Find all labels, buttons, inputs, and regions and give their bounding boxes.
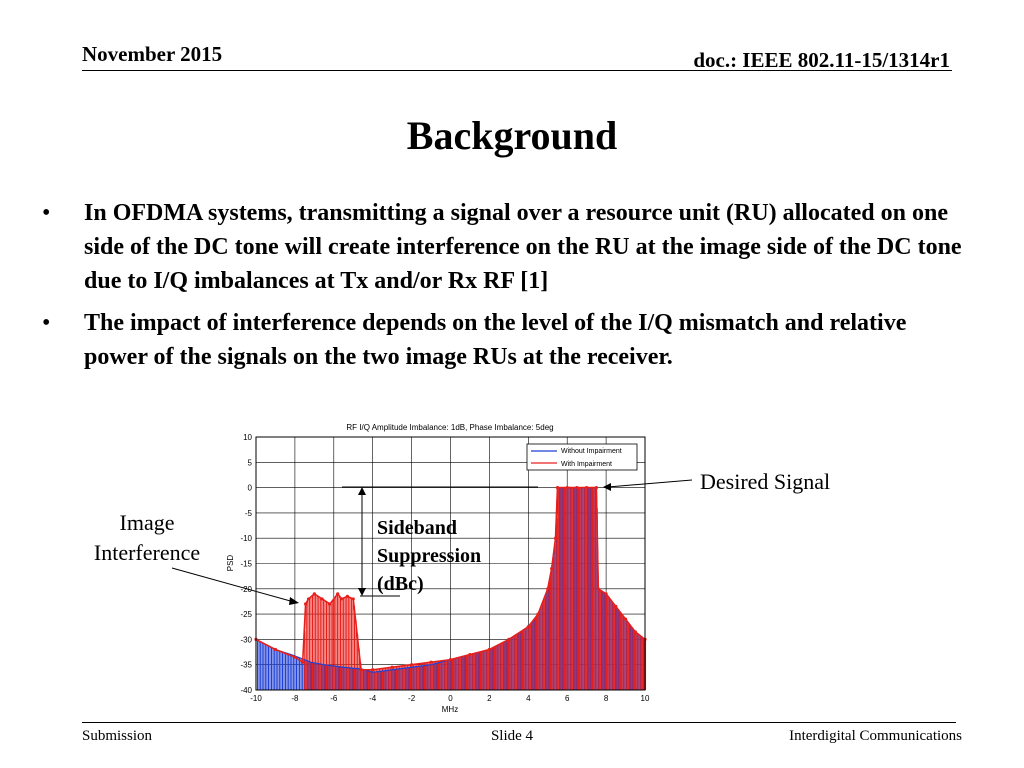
data-point-with-impairment [487, 647, 491, 652]
data-point-with-impairment [339, 597, 344, 601]
data-point-with-impairment [623, 617, 628, 621]
y-tick-label: 0 [248, 484, 253, 493]
x-tick-label: 0 [448, 694, 453, 703]
footer-company: Interdigital Communications [789, 728, 962, 744]
data-point-with-impairment [293, 655, 297, 659]
data-point-with-impairment [555, 486, 560, 490]
bullet-list: • In OFDMA systems, transmitting a signa… [40, 196, 970, 382]
data-point-with-impairment [448, 658, 453, 662]
desired-signal-pointer [607, 479, 693, 488]
data-point-with-impairment [596, 587, 600, 591]
data-point-with-impairment [320, 597, 324, 601]
plot-frame [255, 436, 646, 691]
callout-line: Image [119, 510, 175, 535]
legend-label-without-impairment: Without Impairment [561, 448, 622, 455]
bullet-dot-icon: • [42, 310, 51, 336]
y-tick-labels: 10 5 0 -5 -10 -15 -20 -25 -30 -35 -40 [240, 433, 252, 695]
y-tick-label: -15 [240, 560, 252, 569]
bullet-dot-icon: • [42, 200, 51, 226]
data-point-with-impairment [306, 597, 311, 601]
bullet-item: • In OFDMA systems, transmitting a signa… [40, 196, 970, 298]
data-point-with-impairment [303, 602, 308, 606]
arrow-head-up-icon [358, 487, 366, 495]
y-tick-label: -40 [240, 686, 252, 695]
y-tick-label: -5 [245, 509, 253, 518]
data-point-with-impairment [390, 665, 394, 669]
data-point-with-impairment [351, 597, 355, 601]
data-point-with-impairment [594, 486, 598, 490]
header-doc-id: doc.: IEEE 802.11-15/1314r1 [693, 48, 950, 72]
data-point-with-impairment [526, 625, 530, 629]
data-point-with-impairment [336, 592, 340, 596]
data-point-with-impairment [507, 637, 511, 642]
data-point-with-impairment [468, 652, 472, 657]
y-axis-label: PSD [226, 555, 235, 572]
data-point-with-impairment [633, 630, 637, 634]
data-point-with-impairment [312, 592, 316, 596]
bullet-item: • The impact of interference depends on … [40, 306, 970, 374]
y-tick-label: -30 [240, 635, 252, 644]
annotation-line: Sideband [377, 517, 458, 539]
bullet-text: The impact of interference depends on th… [84, 310, 907, 370]
series-bars-with-impairment [304, 487, 647, 690]
x-tick-label: 8 [604, 694, 609, 703]
data-point-with-impairment [536, 612, 540, 616]
y-tick-label: -35 [240, 661, 252, 670]
data-point-with-impairment [410, 663, 414, 667]
x-tick-label: 4 [526, 694, 531, 703]
y-tick-label: 10 [243, 433, 252, 442]
x-tick-label: 10 [641, 694, 650, 703]
data-point-with-impairment [345, 594, 350, 598]
x-tick-label: 6 [565, 694, 570, 703]
data-point-with-impairment [273, 647, 278, 652]
y-tick-label: -25 [240, 610, 252, 619]
chart-legend: Without Impairment With Impairment [526, 443, 638, 471]
y-tick-label: -20 [240, 585, 252, 594]
x-tick-label: -2 [408, 694, 416, 703]
x-tick-label: -10 [250, 694, 262, 703]
chart-title: RF I/Q Amplitude Imbalance: 1dB, Phase I… [346, 423, 553, 432]
data-point-with-impairment [565, 486, 569, 490]
arrow-head-down-icon [358, 588, 366, 596]
data-point-with-impairment [371, 668, 375, 672]
x-axis-label: MHz [442, 705, 458, 714]
series-lines [254, 486, 647, 673]
footer-slide-number: Slide 4 [490, 728, 534, 744]
data-point-with-impairment [359, 668, 363, 672]
bullet-text: In OFDMA systems, transmitting a signal … [84, 200, 962, 294]
sideband-suppression-label: Sideband Suppression (dBc) [377, 514, 481, 598]
annotation-line: Suppression [377, 545, 482, 567]
x-tick-label: -8 [291, 694, 299, 703]
y-tick-label: 5 [248, 458, 253, 467]
desired-signal-callout: Desired Signal [700, 469, 831, 494]
header-divider [82, 70, 952, 71]
x-tick-label: 2 [487, 694, 492, 703]
data-point-with-impairment [546, 587, 550, 591]
data-point-with-impairment [575, 486, 579, 490]
y-tick-label: -10 [240, 534, 252, 543]
callout-line: Interference [93, 540, 201, 565]
x-tick-label: -4 [369, 694, 377, 703]
data-point-with-impairment [553, 536, 558, 540]
data-point-with-impairment [550, 566, 554, 571]
data-point-with-impairment [604, 592, 608, 596]
data-point-with-impairment [585, 486, 589, 490]
arrow-head-right-icon [289, 597, 299, 605]
data-point-with-impairment [301, 660, 305, 664]
data-point-with-impairment [429, 660, 433, 664]
x-tick-labels: -10 -8 -6 -4 -2 0 2 4 6 8 10 [250, 694, 650, 703]
arrow-head-left-icon [603, 483, 611, 491]
image-interference-pointer [171, 567, 295, 603]
data-point-with-impairment [614, 604, 618, 609]
image-interference-callout: Image Interference [80, 508, 214, 568]
data-point-with-impairment [328, 602, 332, 606]
annotation-line: (dBc) [377, 573, 424, 595]
x-tick-label: -6 [330, 694, 338, 703]
legend-label-with-impairment: With Impairment [561, 461, 612, 468]
header-date: November 2015 [82, 42, 223, 66]
slide-title: Background [406, 113, 618, 158]
footer-submission: Submission [82, 728, 153, 744]
footer-divider [82, 722, 956, 723]
